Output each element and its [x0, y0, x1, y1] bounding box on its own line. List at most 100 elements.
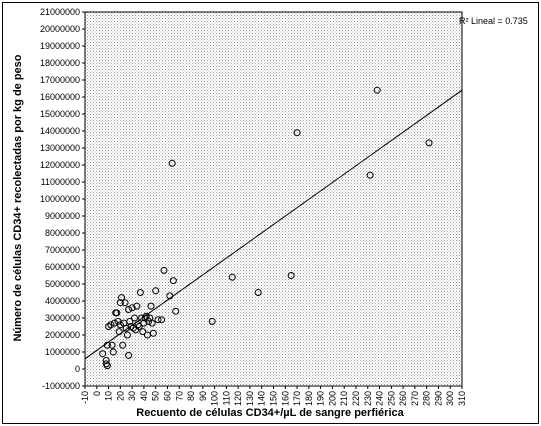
y-tick-label: 8000000 [45, 228, 80, 238]
data-point [128, 304, 136, 312]
y-axis-title: Número de células CD34+ recolectadas por… [12, 54, 24, 341]
y-tick-label: 14000000 [40, 126, 80, 136]
x-tick-label: 300 [445, 391, 455, 406]
r2-label: R² Lineal = 0.735 [459, 16, 528, 26]
y-tick-label: 9000000 [45, 211, 80, 221]
y-tick-label: 6000000 [45, 262, 80, 272]
x-tick-label: 100 [210, 391, 220, 406]
data-point [130, 314, 138, 322]
x-tick-label: 120 [233, 391, 243, 406]
x-axis-title: Recuento de células CD34+/µL de sangre p… [136, 407, 404, 419]
data-point [123, 331, 131, 339]
y-tick-label: 1000000 [45, 347, 80, 357]
data-point [109, 348, 117, 356]
x-tick-label: 20 [115, 391, 125, 401]
x-tick-label: 190 [316, 391, 326, 406]
data-point [172, 307, 180, 315]
y-axis: -1000000 0 1000000 2000000 3000000 4000000 500… [40, 7, 85, 391]
y-tick-label: 5000000 [45, 279, 80, 289]
data-point [121, 299, 129, 307]
plot-area [84, 11, 463, 387]
data-point [145, 317, 153, 325]
data-point [113, 309, 121, 317]
data-point [135, 323, 143, 330]
data-point [115, 328, 123, 336]
y-tick-label: 11000000 [41, 177, 80, 187]
y-tick-label: 12000000 [40, 160, 80, 170]
y-tick-label: 17000000 [40, 75, 80, 85]
data-point [139, 328, 147, 336]
x-tick-label: 140 [257, 391, 267, 406]
data-point [102, 360, 110, 368]
x-tick-label: 230 [363, 391, 373, 406]
x-tick-label: 40 [139, 391, 149, 401]
x-tick-label: 80 [186, 391, 196, 401]
data-point [102, 357, 110, 364]
x-tick-label: 10 [104, 391, 114, 401]
x-tick-label: 90 [198, 391, 208, 401]
x-tick-label: 280 [422, 391, 432, 406]
data-point [126, 317, 134, 325]
y-tick-label: 4000000 [45, 296, 80, 306]
data-point [373, 86, 381, 94]
data-point [103, 341, 111, 349]
data-point [108, 341, 116, 349]
x-tick-label: 0 [92, 391, 102, 396]
data-point [152, 287, 160, 295]
data-point [136, 289, 144, 296]
x-tick-label: -10 [80, 391, 90, 404]
x-tick-label: 250 [386, 391, 396, 406]
y-tick-label: 7000000 [45, 245, 80, 255]
data-point [158, 316, 166, 324]
data-point [99, 350, 107, 358]
y-tick-label: -1000000 [42, 381, 80, 391]
y-tick-label: 20000000 [40, 24, 80, 34]
y-tick-label: 16000000 [40, 92, 80, 102]
data-point [147, 302, 155, 310]
points-group [99, 86, 433, 370]
data-point [125, 306, 133, 313]
data-point [287, 272, 295, 279]
data-point [160, 266, 168, 274]
x-tick-label: 200 [327, 391, 337, 406]
data-point [169, 277, 177, 285]
x-tick-label: 160 [280, 391, 290, 406]
data-point [425, 139, 433, 147]
x-axis: -10 0 10 20 30 40 50 60 70 80 90 100 110 120 130 140 150… [80, 386, 467, 406]
data-point [116, 299, 124, 307]
y-tick-label: 10000000 [40, 194, 80, 204]
x-tick-label: 220 [351, 391, 361, 406]
data-point [119, 341, 127, 349]
data-point [122, 324, 130, 332]
x-tick-label: 150 [269, 391, 279, 406]
data-point [107, 321, 115, 329]
x-tick-label: 60 [162, 391, 172, 401]
y-tick-label: 18000000 [40, 58, 80, 68]
data-point [166, 292, 174, 300]
y-tick-label: 2000000 [45, 330, 80, 340]
x-tick-label: 50 [151, 391, 161, 401]
data-point [103, 362, 111, 370]
y-tick-label: 19000000 [40, 41, 80, 51]
data-point [118, 294, 126, 302]
data-point [148, 319, 156, 327]
y-tick-label: 3000000 [45, 313, 80, 323]
y-tick-label: 13000000 [40, 143, 80, 153]
data-point [149, 329, 157, 337]
y-tick-label: 21000000 [40, 7, 80, 17]
data-point [125, 351, 133, 359]
x-tick-label: 170 [292, 391, 302, 406]
y-tick-label: 15000000 [40, 109, 80, 119]
data-point [208, 317, 216, 325]
x-tick-label: 70 [174, 391, 184, 401]
x-tick-label: 180 [304, 391, 314, 406]
x-tick-label: 210 [339, 391, 349, 406]
x-tick-label: 290 [433, 391, 443, 406]
data-point [254, 289, 262, 296]
data-point [168, 159, 176, 167]
data-point [366, 171, 374, 179]
data-point [293, 129, 301, 137]
data-point [133, 302, 141, 310]
x-tick-label: 270 [410, 391, 420, 406]
